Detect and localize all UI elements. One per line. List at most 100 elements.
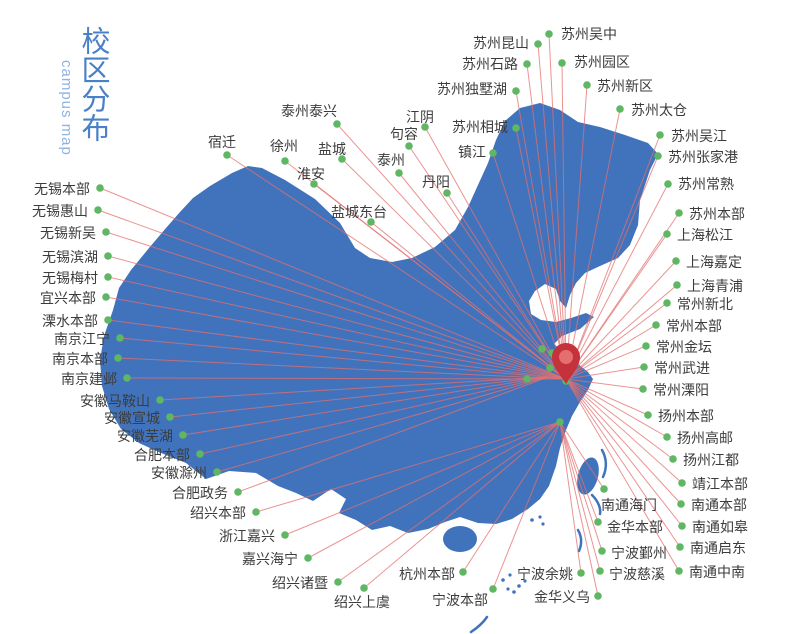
- campus-label: 南通海门: [601, 497, 657, 513]
- campus-label: 绍兴本部: [190, 505, 246, 521]
- campus-label: 金华本部: [607, 519, 663, 535]
- campus-label: 南通如皋: [692, 519, 748, 535]
- connector-line: [336, 123, 567, 380]
- campus-dot: [459, 568, 467, 576]
- connector-line: [337, 421, 561, 583]
- campus-dot: [234, 488, 242, 496]
- campus-label: 宁波慈溪: [609, 566, 665, 582]
- campus-dot: [338, 155, 346, 163]
- city-dot: [538, 345, 546, 353]
- connector-line: [119, 337, 567, 380]
- connector-line: [363, 421, 561, 589]
- connector-line: [105, 231, 567, 380]
- connector-line: [565, 345, 647, 380]
- campus-dot: [213, 468, 221, 476]
- campus-dot: [534, 40, 542, 48]
- campus-dot: [640, 363, 648, 371]
- connector-line: [565, 378, 681, 548]
- connector-line: [565, 378, 674, 460]
- connector-line: [284, 421, 561, 536]
- campus-label: 句容: [390, 126, 418, 142]
- connector-line: [99, 187, 567, 380]
- campus-label: 苏州吴中: [561, 26, 617, 42]
- campus-dot: [310, 180, 318, 188]
- campus-label: 苏州本部: [689, 206, 745, 222]
- connector-line: [565, 302, 668, 380]
- campus-dot: [104, 252, 112, 260]
- campus-dot: [334, 578, 342, 586]
- connector-line: [182, 376, 549, 436]
- campus-dot: [583, 81, 591, 89]
- china-map: [100, 103, 658, 533]
- connector-line: [565, 134, 661, 380]
- campus-dot: [675, 567, 683, 575]
- campus-label: 合肥本部: [134, 447, 190, 463]
- connector-line: [565, 108, 621, 380]
- campus-label: 南通本部: [691, 497, 747, 513]
- campus-label: 南京建邺: [61, 371, 117, 387]
- hainan-island: [443, 526, 477, 552]
- connector-line: [565, 378, 682, 505]
- campus-dot: [166, 413, 174, 421]
- coastal-dashes: [469, 448, 608, 634]
- campus-dot: [642, 342, 650, 350]
- campus-dot: [523, 60, 531, 68]
- campus-dot: [116, 334, 124, 342]
- connector-line: [107, 255, 567, 380]
- campus-dot: [96, 184, 104, 192]
- campus-label: 安徽马鞍山: [80, 393, 150, 409]
- campus-dot: [673, 281, 681, 289]
- connector-line: [526, 63, 567, 380]
- campus-label: 苏州园区: [574, 54, 630, 70]
- campus-dot: [281, 531, 289, 539]
- campus-label: 杭州本部: [399, 566, 455, 582]
- taiwan-island: [577, 457, 599, 495]
- campus-label: 苏州新区: [597, 78, 653, 94]
- campus-dot: [672, 257, 680, 265]
- campus-label: 南通中南: [689, 564, 745, 580]
- campus-dot: [598, 547, 606, 555]
- campus-label: 常州金坛: [656, 339, 712, 355]
- campus-label: 绍兴上虞: [334, 594, 390, 610]
- connector-line: [515, 90, 567, 380]
- pin-inner-circle: [559, 350, 573, 364]
- campus-dot: [664, 180, 672, 188]
- campus-dot: [678, 479, 686, 487]
- campus-dot: [360, 584, 368, 592]
- campus-label: 宁波本部: [432, 592, 488, 608]
- connector-line: [565, 378, 683, 527]
- connector-line: [565, 84, 588, 380]
- campus-label: 扬州江都: [683, 452, 739, 468]
- connector-line: [169, 376, 549, 418]
- connector-line: [559, 421, 603, 552]
- campus-label: 无锡惠山: [32, 203, 88, 219]
- campus-dot: [594, 518, 602, 526]
- campus-dot: [678, 522, 686, 530]
- connector-line: [548, 33, 567, 380]
- campus-dot: [123, 374, 131, 382]
- campus-dot: [223, 151, 231, 159]
- campus-label: 常州本部: [666, 318, 722, 334]
- campus-label: 苏州独墅湖: [437, 81, 507, 97]
- campus-dot: [114, 354, 122, 362]
- connector-line: [559, 421, 582, 574]
- connector-line: [370, 221, 567, 380]
- connector-line: [565, 378, 649, 416]
- campus-dot: [333, 120, 341, 128]
- campus-dot: [663, 433, 671, 441]
- campus-label: 靖江本部: [692, 476, 748, 492]
- campus-label: 宿迁: [208, 134, 236, 150]
- campus-dot: [677, 500, 685, 508]
- campus-dot: [600, 485, 608, 493]
- campus-label: 上海青浦: [687, 278, 743, 294]
- connector-lines: [97, 33, 683, 597]
- campus-label: 安徽宣城: [104, 410, 160, 426]
- campus-label: 扬州高邮: [677, 430, 733, 446]
- campus-label: 苏州张家港: [668, 149, 738, 165]
- campus-label: 溧水本部: [42, 313, 98, 329]
- connector-line: [107, 319, 567, 380]
- connector-line: [199, 376, 549, 455]
- connector-line: [105, 296, 567, 380]
